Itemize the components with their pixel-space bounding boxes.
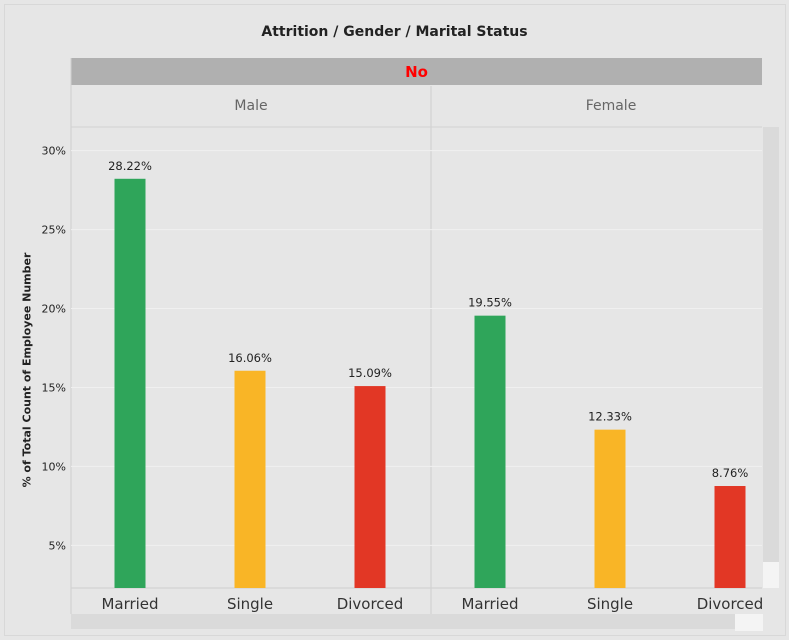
y-tick-label: 20% xyxy=(42,303,66,316)
chart-title: Attrition / Gender / Marital Status xyxy=(261,24,528,40)
y-tick-label: 5% xyxy=(49,539,66,552)
vertical-scrollbar-corner xyxy=(763,562,779,588)
panel-header-female: Female xyxy=(585,98,637,114)
vertical-scrollbar[interactable] xyxy=(763,127,779,588)
attrition-header: No xyxy=(71,58,762,85)
y-tick-label: 30% xyxy=(42,145,66,158)
data-label: 8.76% xyxy=(712,466,749,480)
data-label: 12.33% xyxy=(588,410,632,424)
data-label: 19.55% xyxy=(468,296,512,310)
y-tick-label: 15% xyxy=(42,381,66,394)
x-tick-label: Married xyxy=(101,595,158,613)
x-tick-label: Single xyxy=(227,595,273,613)
x-tick-label: Single xyxy=(587,595,633,613)
bar-female-married xyxy=(474,315,506,588)
bar-male-divorced xyxy=(354,386,386,588)
bar-male-single xyxy=(234,370,266,588)
data-label: 15.09% xyxy=(348,366,392,380)
horizontal-scrollbar-corner xyxy=(735,614,763,631)
horizontal-scrollbar[interactable] xyxy=(71,614,762,629)
x-tick-label: Married xyxy=(461,595,518,613)
bar-male-married xyxy=(114,178,146,588)
data-label: 16.06% xyxy=(228,351,272,365)
y-tick-label: 25% xyxy=(42,224,66,237)
bar-female-divorced xyxy=(714,486,746,588)
x-tick-label: Divorced xyxy=(337,595,404,613)
data-label: 28.22% xyxy=(108,159,152,173)
y-tick-label: 10% xyxy=(42,460,66,473)
bar-female-single xyxy=(594,429,626,588)
panel-header-male: Male xyxy=(234,98,268,114)
x-tick-label: Divorced xyxy=(697,595,764,613)
